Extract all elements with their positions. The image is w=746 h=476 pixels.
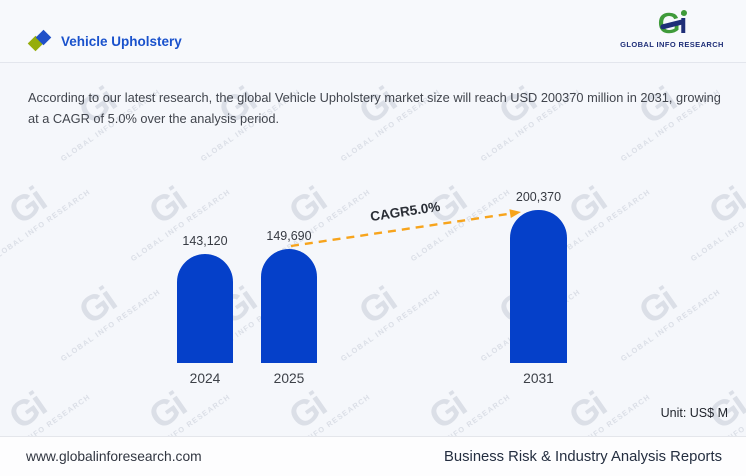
bar-group-2024: 143,120 2024 xyxy=(177,234,233,386)
bar-2024 xyxy=(177,254,233,363)
x-axis-label-2024: 2024 xyxy=(189,371,221,386)
x-axis-label-2031: 2031 xyxy=(523,371,554,386)
gi-logo-mark-icon: Gi xyxy=(658,8,688,40)
brand: Vehicle Upholstery xyxy=(27,29,182,52)
header: Vehicle Upholstery Gi GLOBAL INFO RESEAR… xyxy=(0,0,746,63)
bar-group-2031: 200,370 2031 xyxy=(510,190,567,386)
logo-dot-icon xyxy=(681,10,688,16)
bar-value-label: 143,120 xyxy=(182,234,228,248)
footer-tagline: Business Risk & Industry Analysis Report… xyxy=(444,448,722,465)
bar-2025 xyxy=(261,249,317,363)
page-title: Vehicle Upholstery xyxy=(61,33,182,49)
x-axis-label-2025: 2025 xyxy=(273,371,305,386)
logo-letter-i: i xyxy=(679,8,687,40)
summary-text: According to our latest research, the gl… xyxy=(28,87,722,129)
global-info-research-logo: Gi GLOBAL INFO RESEARCH xyxy=(616,9,728,49)
website-link[interactable]: www.globalinforesearch.com xyxy=(26,449,202,464)
diamond-bullet-icon xyxy=(27,29,56,52)
unit-label: Unit: US$ M xyxy=(660,406,728,420)
bar-group-2025: 149,690 2025 xyxy=(261,229,317,386)
bar-value-label: 149,690 xyxy=(266,229,312,243)
cagr-label: CAGR5.0% xyxy=(369,198,442,225)
logo-company-name: GLOBAL INFO RESEARCH xyxy=(620,40,724,49)
summary-line-1: According to our latest research, the gl… xyxy=(28,89,721,105)
summary-line-2: at a CAGR of 5.0% over the analysis peri… xyxy=(28,110,280,126)
bar-2031 xyxy=(510,210,567,363)
bar-value-label: 200,370 xyxy=(515,190,562,204)
footer: www.globalinforesearch.com Business Risk… xyxy=(0,436,746,476)
